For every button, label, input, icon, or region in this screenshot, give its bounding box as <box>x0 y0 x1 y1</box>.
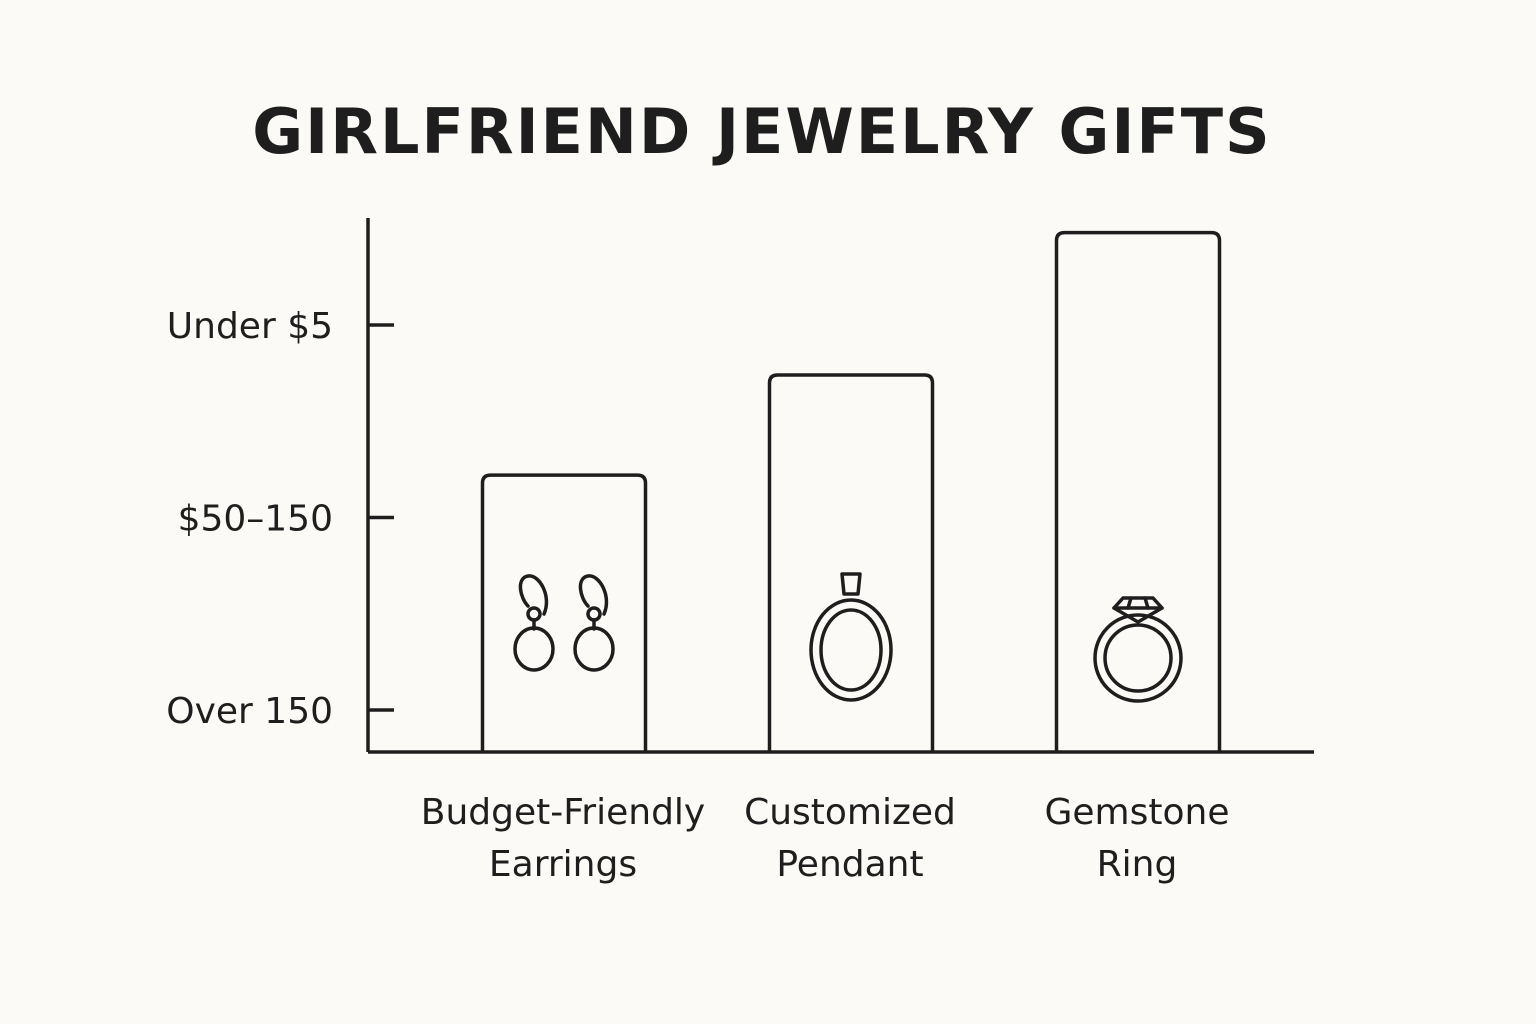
category-labels: Budget-Friendly Earrings Customized Pendant… <box>421 792 1230 885</box>
category-label: Gemstone <box>1045 792 1230 833</box>
y-tick-label: Over 150 <box>166 691 333 732</box>
bar <box>480 473 648 752</box>
icons <box>513 572 1183 703</box>
category-label: Budget-Friendly <box>421 792 705 833</box>
bars <box>480 230 1222 752</box>
category-label: Ring <box>1097 844 1178 885</box>
category-label: Pendant <box>776 844 923 885</box>
y-tick-label: Under $5 <box>167 306 333 347</box>
category-label: Customized <box>744 792 956 833</box>
axes <box>366 218 1314 754</box>
ring-icon <box>1093 596 1183 703</box>
bar <box>767 373 935 752</box>
bar <box>1054 230 1222 752</box>
y-tick-label: $50–150 <box>178 499 333 540</box>
earrings-icon <box>513 574 615 672</box>
y-ticks: Over 150 $50–150 Under $5 <box>166 306 394 732</box>
category-label: Earrings <box>489 844 637 885</box>
pendant-icon <box>809 572 893 702</box>
chart-title: GIRLFRIEND JEWELRY GIFTS <box>252 95 1271 168</box>
